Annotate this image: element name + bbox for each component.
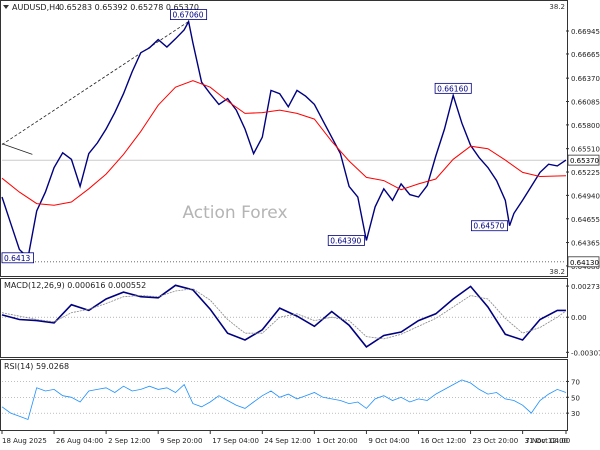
time-tick-label: 31 Oct 04:00 — [525, 437, 571, 445]
price-tick-label: 0.65225 — [571, 169, 600, 177]
price-tick-label: 0.66085 — [571, 99, 600, 107]
time-tick-label: 16 Oct 12:00 — [420, 437, 466, 445]
price-tick-label: 0.66370 — [571, 75, 600, 83]
macd-signal-line — [1, 288, 567, 340]
time-axis: 18 Aug 2025 26 Aug 04:00 2 Sep 12:00 9 Sep … — [1, 431, 571, 445]
price-annotation-label: 0.66160 — [437, 84, 468, 93]
rsi-tick-label: 50 — [571, 394, 580, 402]
price-tick-label: 0.65510 — [571, 146, 600, 154]
time-tick-label: 9 Oct 04:00 — [368, 437, 409, 445]
dropdown-triangle-icon[interactable] — [3, 5, 9, 9]
fib-bottom-label: 38.2 — [549, 268, 565, 276]
fib-top-label: 38.2 — [549, 3, 565, 11]
watermark: Action Forex — [182, 203, 287, 223]
rsi-tick-label: 30 — [571, 410, 580, 418]
dashed-trendline — [1, 21, 189, 145]
price-annotation-box — [327, 235, 365, 246]
price-annotation-box — [434, 82, 472, 94]
solid-trendline — [1, 143, 33, 155]
price-tick-label: 0.64655 — [571, 216, 600, 224]
time-tick-label: 9 Sep 20:00 — [160, 437, 202, 445]
price-annotation-box — [170, 9, 208, 20]
time-tick-label: 26 Aug 04:00 — [56, 437, 103, 445]
price-annotations: 0.67060 0.66160 0.64390 0.64570 0.6413 — [1, 9, 508, 264]
price-series — [1, 19, 567, 260]
price-tick-label: 0.66665 — [571, 51, 600, 59]
rsi-panel-frame — [0, 359, 568, 431]
price-tick-label: 0.64365 — [571, 240, 600, 248]
price-tick-label: 0.65800 — [571, 122, 600, 130]
rsi-title: RSI(14) 59.0268 — [4, 362, 69, 371]
time-tick-label: 7 Nov 12:00 — [525, 437, 568, 445]
macd-line — [1, 284, 566, 348]
time-tick-label: 17 Sep 04:00 — [212, 437, 259, 445]
time-tick-label: 18 Aug 2025 — [2, 437, 47, 445]
current-price-tag — [567, 154, 600, 166]
macd-title: MACD(12,26,9) 0.000616 0.000552 — [4, 281, 146, 290]
time-tick-label: 23 Oct 20:00 — [473, 437, 519, 445]
macd-tick-label: 0.00 — [571, 314, 587, 322]
rsi-line — [1, 379, 567, 421]
price-header: AUDUSD,H4 0.65283 0.65392 0.65278 0.6537… — [3, 3, 199, 12]
price-annotation-label: 0.6413 — [4, 254, 30, 263]
price-tick-label: 0.66945 — [571, 28, 600, 36]
price-annotation-label: 0.64570 — [473, 222, 504, 231]
price-annotation-label: 0.67060 — [172, 11, 203, 20]
ohlc-label: 0.65283 0.65392 0.65278 0.65370 — [59, 3, 199, 12]
price-panel-frame — [0, 0, 568, 277]
macd-tick-label: -0.003077 — [571, 349, 600, 357]
price-annotation-box — [470, 220, 508, 232]
low-price-tag — [567, 256, 600, 268]
rsi-plot: 70 50 30 — [1, 378, 580, 421]
low-price-label: 0.64130 — [570, 259, 599, 267]
price-annotation-box — [1, 252, 35, 264]
symbol-label: AUDUSD,H4 — [12, 3, 60, 12]
macd-tick-label: 0.002731 — [571, 283, 600, 291]
price-series-line — [1, 19, 567, 260]
price-axis: 0.66945 0.66665 0.66370 0.66085 0.65800 0.655… — [2, 28, 600, 271]
price-annotation-label: 0.64390 — [330, 236, 361, 245]
time-tick-label: 24 Sep 12:00 — [264, 437, 311, 445]
time-tick-label: 1 Oct 20:00 — [316, 437, 357, 445]
moving-average-line — [1, 80, 567, 206]
macd-plot: 0.002731 0.00 -0.003077 — [1, 283, 600, 357]
rsi-tick-label: 70 — [571, 378, 580, 386]
price-tick-label: 0.64940 — [571, 192, 600, 200]
current-price-label: 0.65370 — [570, 157, 599, 165]
macd-panel-frame — [0, 278, 568, 358]
time-tick-label: 2 Sep 12:00 — [108, 437, 150, 445]
